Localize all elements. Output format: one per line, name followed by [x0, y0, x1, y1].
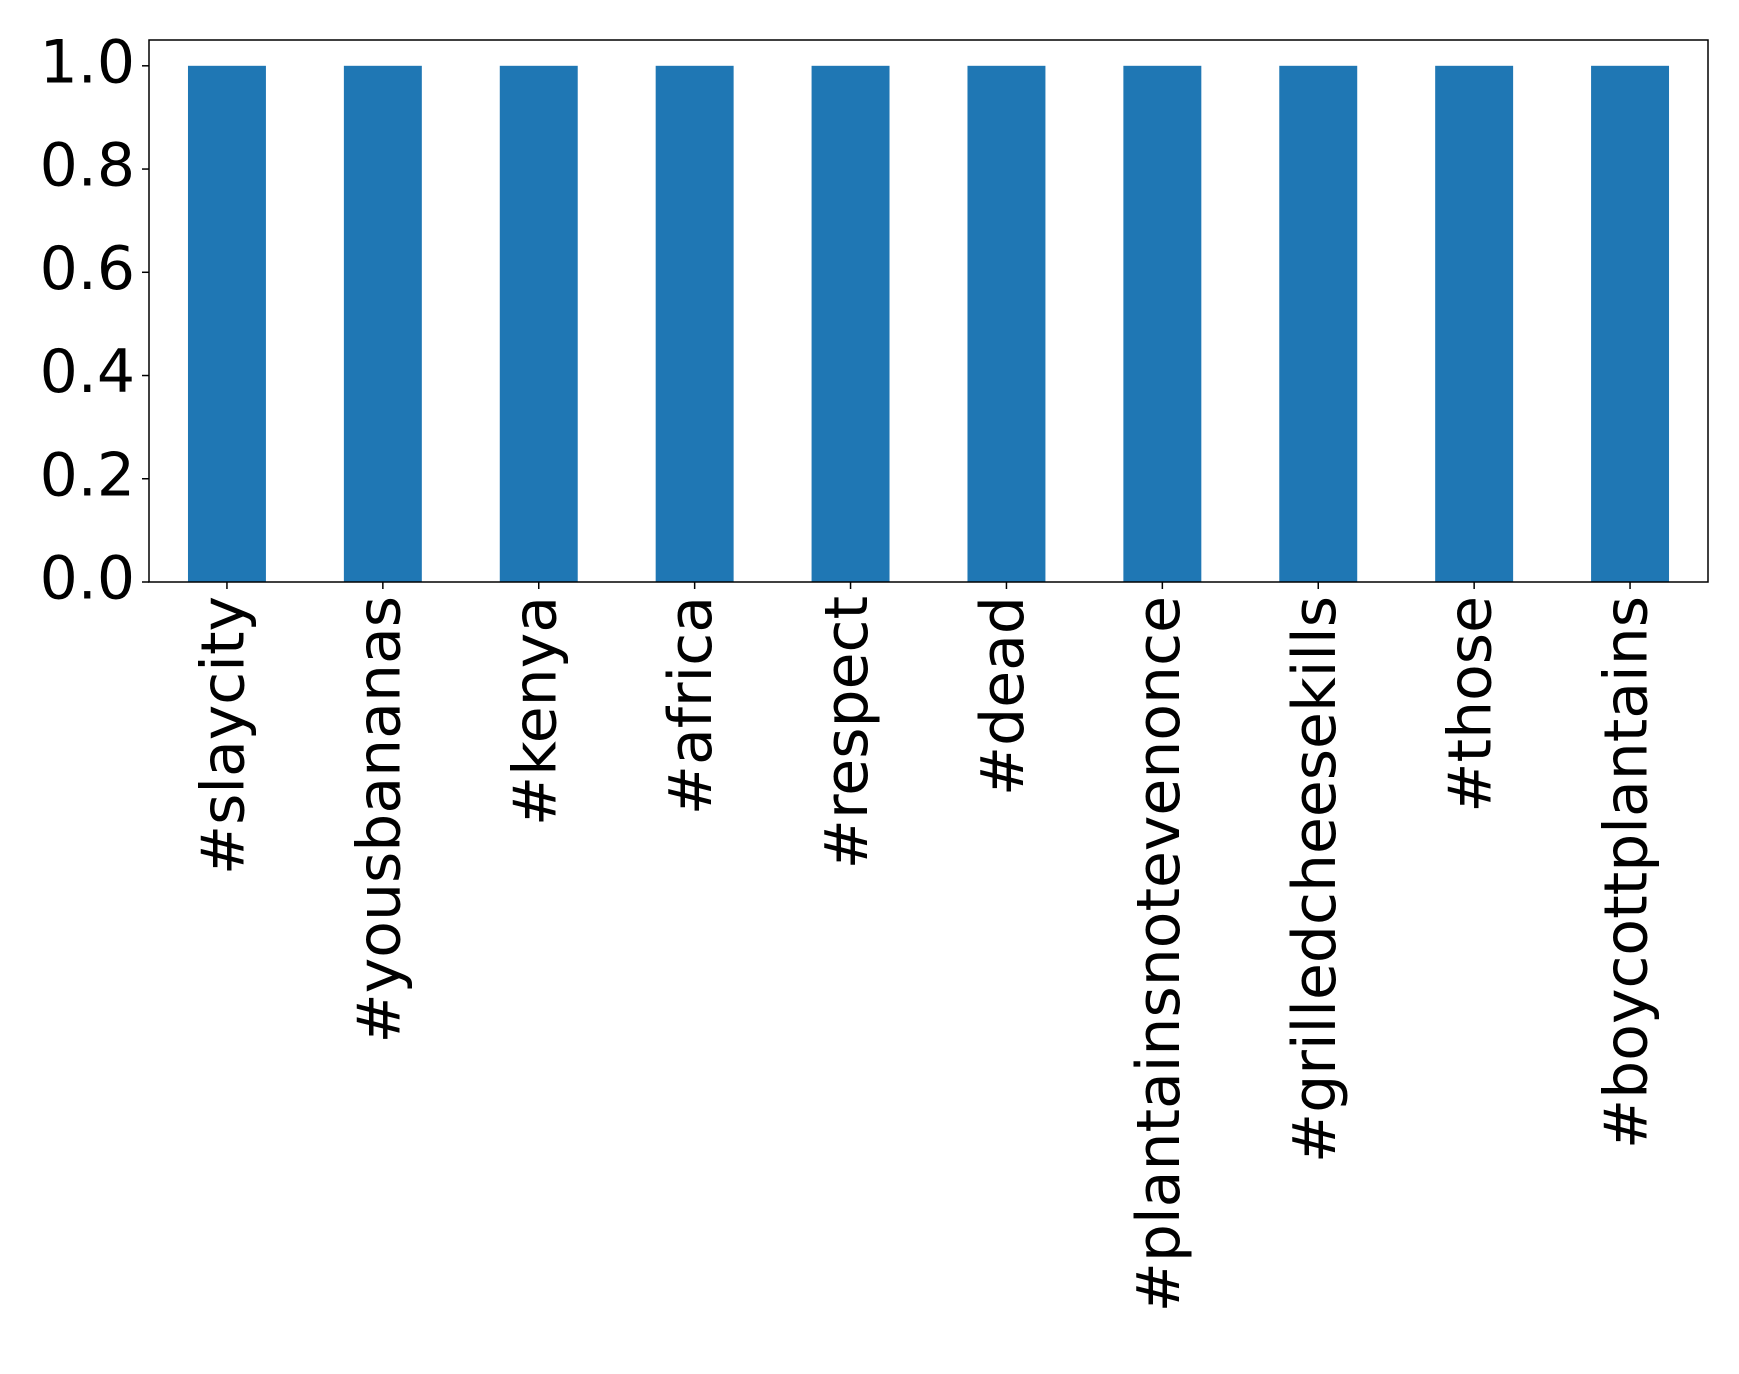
x-tick-label: #slaycity [189, 596, 259, 875]
bar [1279, 65, 1358, 583]
bar [1591, 65, 1670, 583]
bar [655, 65, 734, 583]
y-tick-label: 0.8 [40, 131, 135, 201]
bar [967, 65, 1046, 583]
x-tick-label: #those [1436, 596, 1506, 813]
x-tick-label: #dead [968, 596, 1038, 796]
bar [1435, 65, 1514, 583]
x-tick-label: #boycottplantains [1592, 596, 1662, 1149]
x-tick-label: #respect [812, 596, 882, 869]
y-tick-label: 0.0 [40, 544, 135, 614]
x-tick-label: #grilledcheesekills [1280, 596, 1350, 1163]
plot-frame [148, 39, 1709, 583]
y-tick-label: 0.6 [40, 234, 135, 304]
x-tick-label: #yousbananas [344, 596, 414, 1043]
x-tick-label: #africa [656, 596, 726, 815]
y-tick-label: 0.2 [40, 440, 135, 510]
y-tick-label: 0.4 [40, 337, 135, 407]
bar [187, 65, 266, 583]
x-tick-label: #plantainsnotevenonce [1124, 596, 1194, 1312]
bar [1123, 65, 1202, 583]
bar [499, 65, 578, 583]
bar [343, 65, 422, 583]
y-tick-label: 1.0 [40, 27, 135, 97]
x-tick-label: #kenya [500, 596, 570, 826]
bar [811, 65, 890, 583]
